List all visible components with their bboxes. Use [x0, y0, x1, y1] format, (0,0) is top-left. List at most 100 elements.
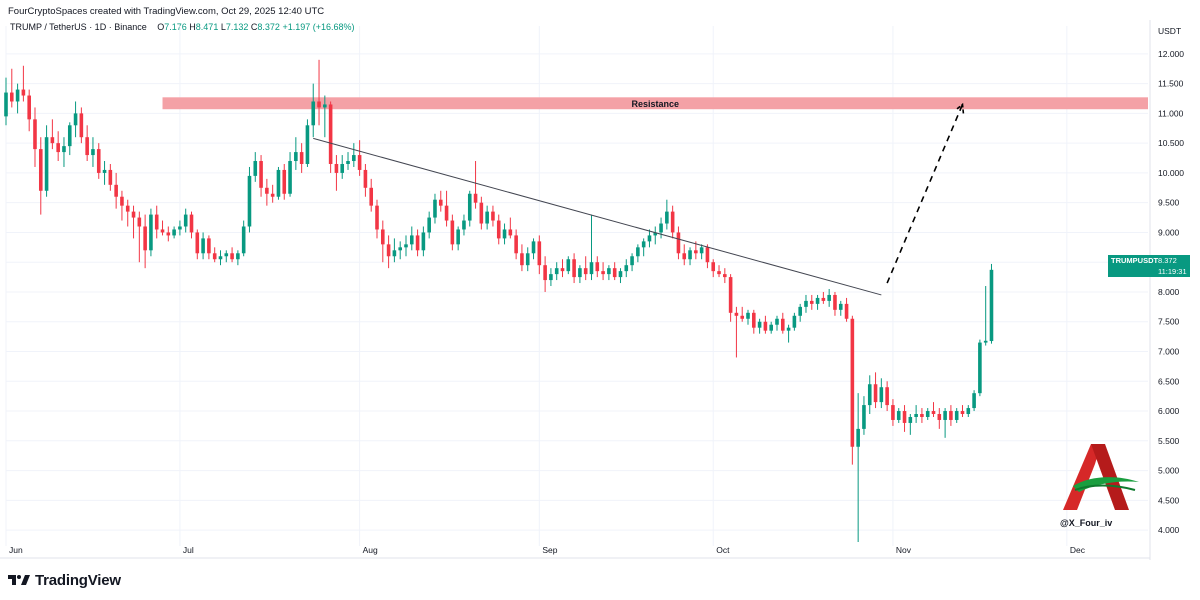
- candle-body: [954, 411, 959, 420]
- candle-down: [711, 259, 716, 278]
- candle-body: [844, 303, 849, 319]
- symbol-legend: TRUMP / TetherUS · 1D · Binance O7.176 H…: [10, 22, 355, 32]
- candle-body: [572, 259, 576, 278]
- candle-body: [560, 268, 565, 272]
- candle-body: [143, 226, 147, 251]
- candle-body: [809, 300, 814, 304]
- candle-body: [183, 214, 188, 227]
- candle-down: [520, 244, 524, 272]
- candle-body: [862, 405, 866, 429]
- candle-body: [230, 253, 234, 260]
- candle-down: [833, 291, 837, 316]
- candle-body: [79, 113, 84, 138]
- candle-up: [804, 294, 808, 313]
- candle-down: [27, 89, 31, 132]
- x-tick-label: Oct: [716, 545, 730, 555]
- legend-close-label: C: [250, 22, 258, 32]
- y-tick-label: 9.000: [1158, 227, 1180, 237]
- candle-up: [607, 265, 611, 281]
- candle-down: [299, 143, 304, 173]
- candle-body: [502, 229, 507, 239]
- drawings-layer: [313, 102, 965, 296]
- candle-up: [62, 137, 66, 167]
- candle-down: [780, 312, 785, 334]
- candle-down: [920, 408, 924, 423]
- candle-up: [896, 408, 901, 423]
- legend-open-label: O: [157, 22, 165, 32]
- candle-down: [137, 211, 142, 263]
- footer-brand: TradingView: [35, 571, 121, 589]
- candle-body: [33, 119, 37, 150]
- candle-body: [137, 217, 142, 227]
- candle-body: [943, 411, 947, 420]
- candle-up: [4, 77, 8, 126]
- candle-body: [125, 205, 130, 212]
- candle-up: [409, 226, 414, 251]
- candle-body: [775, 318, 779, 325]
- legend-symbol: TRUMP / TetherUS · 1D · Binance: [10, 22, 147, 32]
- candle-down: [676, 226, 681, 260]
- candle-up: [943, 408, 947, 438]
- candle-body: [479, 202, 484, 224]
- candle-down: [496, 214, 501, 245]
- candle-body: [369, 187, 374, 206]
- author-handle: @X_Four_iv: [1060, 518, 1113, 528]
- candle-body: [554, 268, 559, 275]
- candle-down: [960, 405, 965, 417]
- y-tick-label: 10.500: [1158, 138, 1184, 148]
- candle-body: [682, 253, 687, 260]
- resistance-zone[interactable]: Resistance: [162, 97, 1148, 110]
- candle-body: [763, 321, 768, 331]
- candle-body: [392, 250, 397, 257]
- candle-up: [340, 155, 345, 179]
- candle-up: [241, 220, 246, 257]
- candle-down: [363, 163, 368, 197]
- candle-body: [253, 161, 258, 176]
- candle-down: [612, 262, 617, 281]
- x-tick-label: Nov: [896, 545, 912, 555]
- candle-down: [444, 190, 449, 227]
- candle-body: [885, 387, 889, 406]
- candle-down: [682, 244, 687, 266]
- candle-down: [583, 256, 588, 281]
- candle-up: [247, 166, 252, 233]
- candle-up: [775, 315, 779, 331]
- candle-body: [114, 184, 118, 197]
- candle-body: [265, 187, 269, 194]
- candle-body: [966, 408, 971, 415]
- candle-body: [166, 232, 171, 236]
- candle-down: [728, 274, 733, 322]
- candle-up: [659, 217, 663, 239]
- candle-down: [479, 196, 484, 230]
- grid-layer: [5, 26, 1148, 546]
- candle-down: [154, 205, 159, 239]
- candle-body: [752, 312, 756, 328]
- candle-body: [276, 169, 281, 197]
- x-tick-label: Dec: [1070, 545, 1086, 555]
- x-tick-label: Aug: [363, 545, 378, 555]
- candle-up: [433, 193, 437, 224]
- candle-body: [728, 277, 733, 313]
- candle-up: [647, 229, 652, 248]
- candle-down: [734, 306, 739, 358]
- candle-body: [514, 235, 518, 254]
- time-axis[interactable]: Jun Jul Aug Sep Oct Nov Dec: [0, 545, 1150, 559]
- candle-body: [647, 235, 652, 242]
- candle-down: [270, 184, 275, 203]
- candle-body: [624, 265, 629, 272]
- y-tick-label: 5.500: [1158, 436, 1180, 446]
- candle-down: [108, 163, 113, 191]
- candle-body: [630, 256, 634, 266]
- candle-down: [38, 137, 43, 215]
- candle-body: [311, 101, 316, 126]
- candle-body: [467, 193, 472, 221]
- candle-down: [166, 226, 171, 242]
- candle-body: [160, 229, 165, 233]
- price-axis[interactable]: USDT 12.000 11.500 11.000 10.500 10.000 9.500 9…: [1149, 20, 1184, 560]
- candle-body: [798, 306, 802, 316]
- tradingview-logo[interactable]: TradingView: [8, 570, 121, 590]
- candle-body: [908, 416, 913, 423]
- candle-body: [178, 226, 182, 230]
- candle-body: [891, 405, 895, 420]
